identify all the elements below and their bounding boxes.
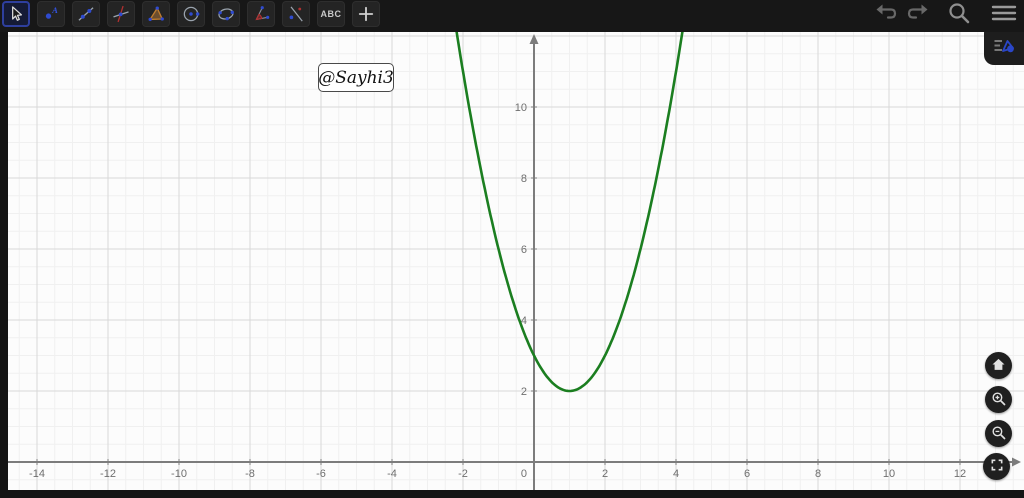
y-axis-tick-label: 10 [515,102,527,114]
magnifier-plus-icon [990,390,1007,410]
undo-arrow-icon [874,1,900,28]
triangle-icon [146,4,166,24]
x-axis-tick-label: -4 [387,468,397,480]
annotation-label[interactable]: @Sayhi3 [318,63,394,92]
graph-svg: -14 -12 -10 -8 -6 -4 -2 0 2 4 6 8 10 12 2 4 6 8 10 [8,32,1024,490]
y-axis-arrow [529,34,539,44]
y-axis-tick-label: 2 [521,386,527,398]
perpendicular-line-tool-button[interactable] [107,1,135,27]
x-axis-tick-label: 6 [744,468,750,480]
x-axis-tick-label: -2 [458,468,468,480]
y-axis-tick-label: 6 [521,244,527,256]
crossing-lines-icon [111,4,131,24]
svg-text:A: A [51,6,58,15]
x-axis-tick-label: -6 [316,468,326,480]
zoom-in-button[interactable] [985,386,1012,413]
x-axis-tick-label: 0 [521,468,527,480]
x-axis-tick-label: 8 [815,468,821,480]
point-icon: A [41,4,61,24]
x-axis-tick-label: 2 [602,468,608,480]
angle-arc-icon [251,4,271,24]
x-axis-tick-label: -8 [245,468,255,480]
point-tool-button[interactable]: A [37,1,65,27]
undo-button[interactable] [874,1,900,28]
plus-icon [356,4,376,24]
ellipse-icon [216,4,236,24]
hamburger-icon [990,1,1018,28]
text-tool-button[interactable]: ABC [317,1,345,27]
circle-center-point-icon [181,4,201,24]
home-icon [990,356,1007,376]
polygon-tool-button[interactable] [142,1,170,27]
fullscreen-brackets-icon [989,457,1005,476]
line-through-points-icon [76,4,96,24]
x-axis-tick-label: -12 [100,468,116,480]
toolbar: A [0,0,1024,32]
x-axis-tick-label: 12 [954,468,966,480]
search-button[interactable] [946,0,972,29]
x-axis-tick-label: 10 [883,468,895,480]
move-tool-button[interactable] [2,1,30,27]
x-axis-tick-label: -14 [29,468,45,480]
ellipse-tool-button[interactable] [212,1,240,27]
zoom-out-button[interactable] [985,420,1012,447]
line-with-points-icon [286,4,306,24]
tool-buttons-group: A [2,1,380,27]
graphics-view[interactable]: -14 -12 -10 -8 -6 -4 -2 0 2 4 6 8 10 12 2 4 6 8 10 @Sayhi3 [8,32,1024,490]
toolbar-actions [874,0,1018,28]
abc-icon: ABC [320,9,342,19]
angle-tool-button[interactable] [247,1,275,27]
algebra-panel-toggle-icon [992,34,1016,61]
add-tool-button[interactable] [352,1,380,27]
magnifier-icon [946,0,972,29]
main-menu-button[interactable] [990,1,1018,28]
cursor-arrow-icon [6,4,26,24]
reflect-line-tool-button[interactable] [282,1,310,27]
standard-view-button[interactable] [985,352,1012,379]
annotation-text: @Sayhi3 [318,67,394,88]
x-axis-tick-label: -10 [171,468,187,480]
fullscreen-button[interactable] [983,453,1010,480]
y-axis-tick-label: 4 [521,315,527,327]
x-axis-arrow [1012,457,1021,467]
line-tool-button[interactable] [72,1,100,27]
function-curve [455,32,684,393]
y-axis-tick-label: 8 [521,173,527,185]
circle-tool-button[interactable] [177,1,205,27]
x-axis-tick-label: 4 [673,468,679,480]
algebra-panel-toggle[interactable] [984,32,1024,65]
redo-button[interactable] [904,1,930,28]
magnifier-minus-icon [990,424,1007,444]
redo-arrow-icon [904,1,930,28]
